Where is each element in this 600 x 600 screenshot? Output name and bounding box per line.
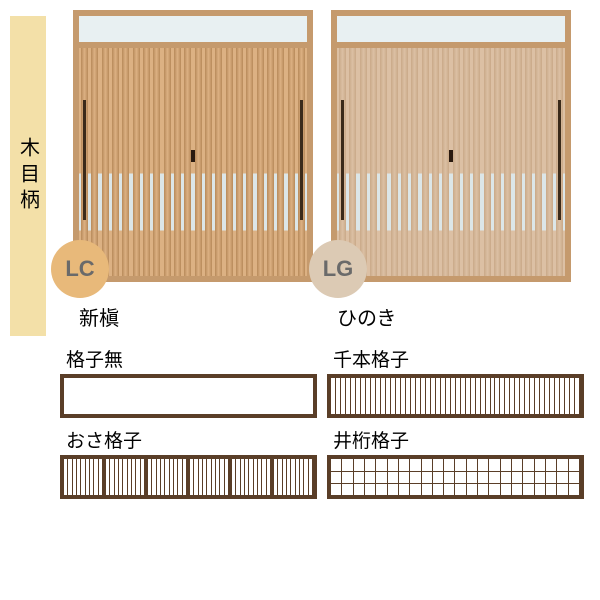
lattice-label: 井桁格子: [333, 426, 584, 453]
color-badge-lg: LG: [309, 240, 367, 298]
lattice-block: おさ格子: [60, 426, 317, 499]
door-lg: LG: [331, 10, 571, 282]
lattice-block: 井桁格子: [327, 426, 584, 499]
lattice-block: 千本格子: [327, 345, 584, 418]
lattice-vslats: [327, 374, 584, 418]
lattice-grid: [327, 455, 584, 499]
door-block-lg: LG ひのき: [331, 10, 571, 337]
latch-icon: [449, 150, 453, 162]
handle-right: [558, 100, 561, 220]
handle-left: [83, 100, 86, 220]
handle-left: [341, 100, 344, 220]
latch-icon: [191, 150, 195, 162]
lattice-osa: [60, 455, 317, 499]
transom: [331, 10, 571, 48]
lattice-label: 格子無: [66, 345, 317, 372]
door-block-lc: LC 新槇: [73, 10, 313, 337]
lattice-label: 千本格子: [333, 345, 584, 372]
door-label-lc: 新槇: [79, 302, 119, 331]
door-label-lg: ひのき: [337, 302, 396, 331]
lattice-label: おさ格子: [66, 426, 317, 453]
main-content: LC 新槇 LG ひのき 格子無千本格子おさ格子井桁格子: [54, 10, 590, 499]
lattices-grid: 格子無千本格子おさ格子井桁格子: [54, 345, 590, 499]
transom: [73, 10, 313, 48]
handle-right: [300, 100, 303, 220]
container: 木目柄 LC 新槇 LG ひのき 格子無千本格子おさ格子井桁格子: [10, 10, 590, 499]
color-badge-lc: LC: [51, 240, 109, 298]
side-label: 木目柄: [10, 16, 46, 336]
door-lc: LC: [73, 10, 313, 282]
lattice-block: 格子無: [60, 345, 317, 418]
doors-row: LC 新槇 LG ひのき: [54, 10, 590, 337]
lattice-blank: [60, 374, 317, 418]
